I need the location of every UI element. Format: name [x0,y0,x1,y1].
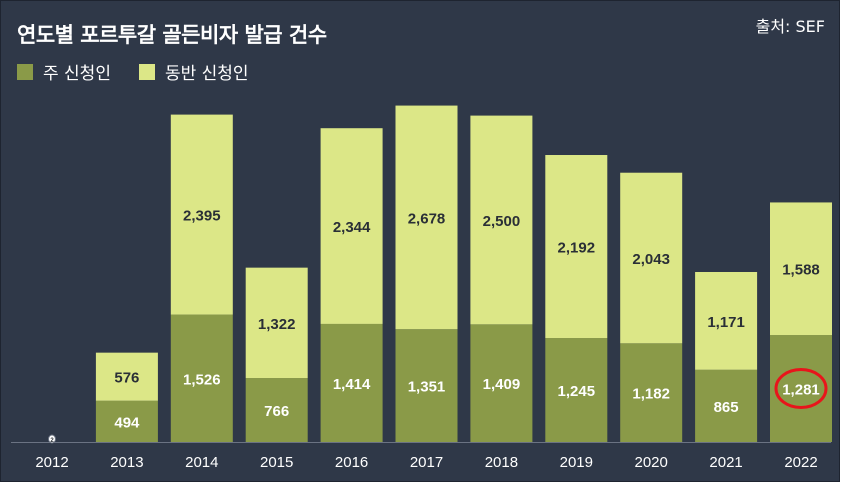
x-tick-label: 2019 [560,454,593,471]
data-label-family-2022: 1,588 [782,262,820,279]
x-tick-label: 2012 [35,454,68,471]
data-label-family-2021: 1,171 [707,314,745,331]
data-label-main-2016: 1,414 [333,376,371,393]
bar-main-2013 [95,400,158,442]
data-label-main-2020: 1,182 [632,386,670,403]
legend: 주 신청인 동반 신청인 [17,59,277,84]
data-label-family-2019: 2,192 [558,240,596,257]
source-note: 출처: SEF [755,17,825,36]
bar-family-2016 [320,128,383,324]
data-label-family-2020: 2,043 [632,251,670,268]
data-label-family-2013: 576 [114,370,139,387]
legend-label-family: 동반 신청인 [164,64,249,84]
data-label-main-2013: 494 [114,414,140,431]
legend-label-main: 주 신청인 [43,64,111,84]
bar-family-2013 [95,352,158,401]
bar-family-2018 [470,115,533,325]
highlight-circle [774,368,828,410]
bar-family-2017 [395,105,458,330]
bar-main-2017 [395,329,458,442]
bar-main-2021 [695,369,758,442]
bar-main-2020 [620,343,683,442]
bar-family-2020 [620,172,683,344]
data-label-main-2022: 1,281 [782,382,820,399]
data-label-main-2014: 1,526 [183,371,221,388]
bar-family-2015 [245,267,308,379]
bar-main-2015 [245,378,308,442]
chart-title: 연도별 포르투갈 골든비자 발급 건수 [17,23,327,47]
bar-main-2019 [545,338,608,442]
x-tick-label: 2022 [784,454,817,471]
x-tick-label: 2017 [410,454,443,471]
bar-main-2022 [770,335,832,442]
x-tick-label: 2020 [635,454,668,471]
data-label-family-2014: 2,395 [183,208,221,225]
legend-swatch-main [17,63,33,80]
x-tick-label: 2015 [260,454,293,471]
data-label-family-2018: 2,500 [483,213,521,230]
data-label-main-2021: 865 [714,399,739,416]
data-label-family-2016: 2,344 [333,219,371,236]
bar-family-2019 [545,155,608,339]
x-tick-label: 2016 [335,454,368,471]
bar-main-2016 [320,323,383,442]
x-tick-label: 2014 [185,454,218,471]
data-label-main-2018: 1,409 [483,376,521,393]
data-label-family-2017: 2,678 [408,210,446,227]
bar-main-2012 [48,434,56,444]
data-label-main-2012: 2 [50,438,54,444]
bar-family-2021 [695,271,758,370]
bar-main-2014 [170,314,233,442]
data-label-main-2015: 766 [264,403,289,420]
bar-main-2018 [470,324,533,442]
x-tick-label: 2021 [709,454,742,471]
x-tick-label: 2013 [110,454,143,471]
data-label-main-2019: 1,245 [558,383,596,400]
legend-item-main: 주 신청인 [17,59,111,84]
legend-swatch-family [138,63,155,80]
x-tick-label: 2018 [485,454,518,471]
bar-family-2022 [770,202,832,336]
data-label-family-2015: 1,322 [258,316,296,333]
data-label-main-2017: 1,351 [408,379,446,396]
legend-item-family: 동반 신청인 [138,59,249,84]
bar-family-2014 [170,114,233,315]
